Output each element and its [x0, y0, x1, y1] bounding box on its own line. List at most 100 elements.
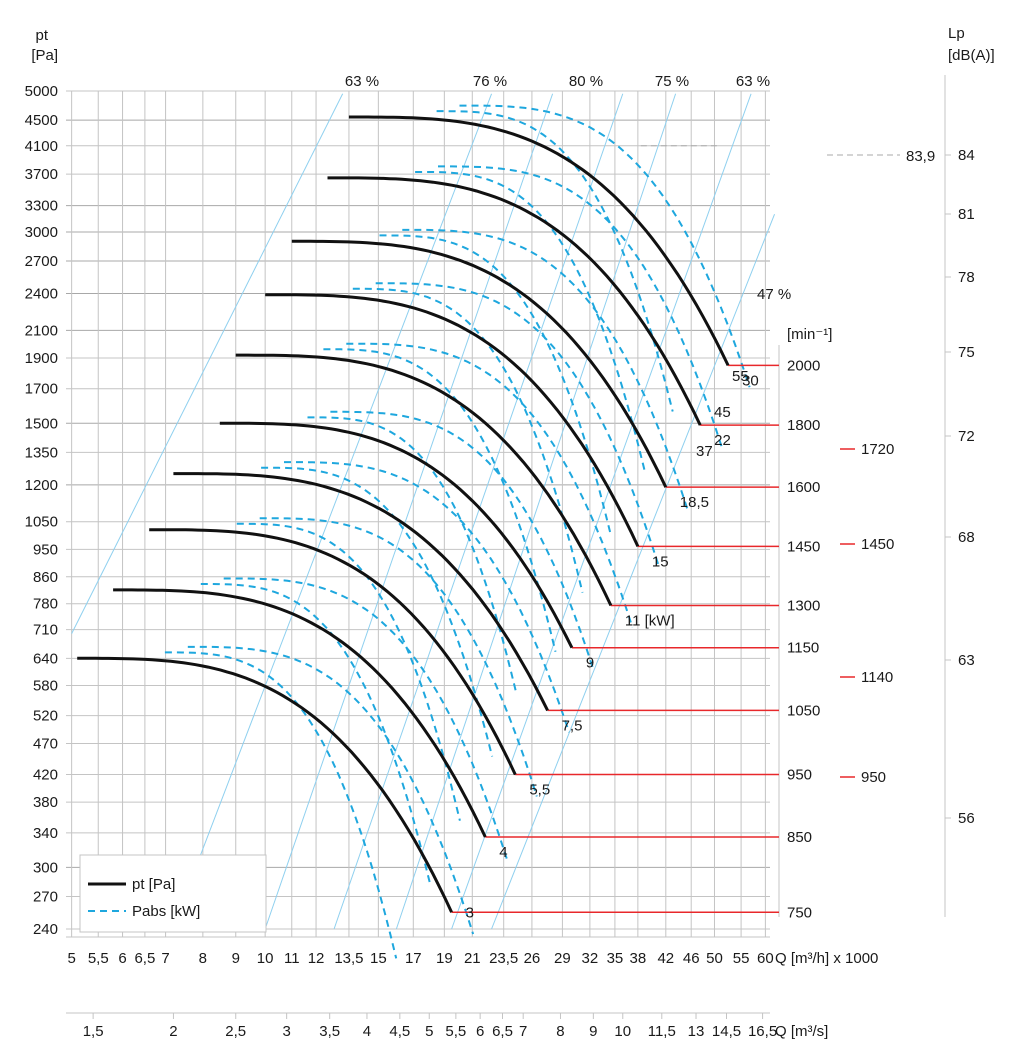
y-tick-label: 470 — [33, 736, 58, 753]
x-tick-label: 15 — [370, 950, 387, 967]
pressure-curve — [265, 293, 640, 548]
power-curve — [200, 583, 431, 884]
y-tick-label: 270 — [33, 888, 58, 905]
x-tick-label: 29 — [554, 950, 571, 967]
power-curve — [223, 577, 508, 860]
power-curve — [438, 165, 723, 448]
x2-tick-label: 5 — [425, 1023, 433, 1040]
x-tick-label: 9 — [232, 950, 240, 967]
x2-tick-label: 6 — [476, 1023, 484, 1040]
power-curve — [330, 410, 595, 670]
y-tick-label: 1500 — [25, 415, 58, 432]
power-curve — [307, 416, 518, 695]
efficiency-line — [333, 93, 624, 930]
power-curve — [261, 466, 494, 757]
efficiency-line — [195, 93, 493, 868]
x-tick-label: 13,5 — [334, 950, 363, 967]
kw-label: 15 — [652, 553, 669, 570]
x-tick-label: 10 — [257, 950, 274, 967]
y-tick-label: 4500 — [25, 112, 58, 129]
x2-tick-label: 6,5 — [492, 1023, 513, 1040]
efficiency-label: 75 % — [655, 73, 689, 90]
power-curve — [415, 171, 646, 472]
y-tick-label: 520 — [33, 708, 58, 725]
legend: pt [Pa] Pabs [kW] — [79, 854, 267, 933]
x-tick-label: 23,5 — [489, 950, 518, 967]
y-tick-label: 1700 — [25, 381, 58, 398]
y-tick-label: 860 — [33, 569, 58, 586]
lp-tick-label: 63 — [958, 652, 975, 669]
pressure-curve — [173, 472, 549, 712]
efficiency-line — [71, 93, 344, 634]
power-curve — [459, 104, 751, 388]
x-tick-label: 55 — [733, 950, 750, 967]
lp-tick-label: 78 — [958, 269, 975, 286]
x2-tick-label: 9 — [589, 1023, 597, 1040]
y-tick-label: 3700 — [25, 166, 58, 183]
x2-tick-label: 10 — [614, 1023, 631, 1040]
x-tick-label: 17 — [405, 950, 422, 967]
pressure-curve — [291, 239, 668, 488]
x2-tick-label: 4,5 — [389, 1023, 410, 1040]
x2-tick-label: 4 — [363, 1023, 371, 1040]
x-tick-label: 60 — [757, 950, 774, 967]
x2-tick-label: 14,5 — [712, 1023, 741, 1040]
y-tick-label: 3000 — [25, 224, 58, 241]
rpm-label-right: 1720 — [861, 441, 894, 458]
x-tick-label: 5 — [67, 950, 75, 967]
efficiency-label: 76 % — [473, 73, 507, 90]
y-tick-label: 780 — [33, 596, 58, 613]
right-axis-unit: [dB(A)] — [948, 47, 995, 64]
rpm-unit-label: [min⁻¹] — [787, 326, 832, 343]
kw-label: 11 [kW] — [625, 613, 675, 630]
rpm-label: 1600 — [787, 479, 820, 496]
x-tick-label: 6 — [118, 950, 126, 967]
y-tick-label: 5000 — [25, 83, 58, 100]
x2-tick-label: 2,5 — [225, 1023, 246, 1040]
pressure-curve — [113, 588, 487, 838]
x-tick-label: 5,5 — [88, 950, 109, 967]
y-tick-label: 2100 — [25, 322, 58, 339]
y-tick-label: 1900 — [25, 350, 58, 367]
pressure-curves — [77, 115, 730, 913]
kw-label: 45 — [714, 404, 731, 421]
x-tick-label: 38 — [630, 950, 647, 967]
pressure-curve — [348, 115, 730, 367]
y-tick-label: 380 — [33, 794, 58, 811]
x2-tick-label: 1,5 — [83, 1023, 104, 1040]
rpm-label-right: 1450 — [861, 536, 894, 553]
y-tick-label: 640 — [33, 650, 58, 667]
pressure-curve — [235, 353, 613, 607]
x2-tick-label: 11,5 — [648, 1023, 676, 1040]
power-curve — [323, 348, 557, 652]
legend-pt-label: pt [Pa] — [132, 876, 175, 893]
x-tick-label: 50 — [706, 950, 723, 967]
efficiency-label: 63 % — [736, 73, 770, 90]
y-tick-label: 420 — [33, 767, 58, 784]
x-tick-label: 26 — [524, 950, 541, 967]
power-curve — [236, 522, 461, 821]
x-tick-label: 46 — [683, 950, 700, 967]
y-tick-label: 240 — [33, 921, 58, 938]
x2-tick-label: 2 — [169, 1023, 177, 1040]
kw-label: 3 — [466, 904, 474, 921]
legend-pabs-label: Pabs [kW] — [132, 903, 200, 920]
x-tick-label: 35 — [607, 950, 624, 967]
y-tick-label: 710 — [33, 622, 58, 639]
rpm-label-right: 950 — [861, 769, 886, 786]
lp-tick-label: 75 — [958, 344, 975, 361]
efficiency-label: 47 % — [757, 286, 791, 303]
kw-label: 9 — [586, 655, 594, 672]
x-tick-label: 32 — [582, 950, 599, 967]
efficiency-line — [451, 93, 752, 930]
power-curves — [164, 104, 751, 959]
kw-label: 55 — [732, 368, 749, 385]
y-tick-label: 2700 — [25, 253, 58, 270]
x2-tick-label: 16,5 — [748, 1023, 777, 1040]
x-axis-label: Q [m³/h] x 1000 — [775, 950, 878, 967]
x-axis-secondary-label: Q [m³/s] — [775, 1023, 828, 1040]
x2-tick-label: 8 — [556, 1023, 564, 1040]
power-curve — [402, 228, 689, 510]
kw-label: 37 — [696, 443, 713, 460]
